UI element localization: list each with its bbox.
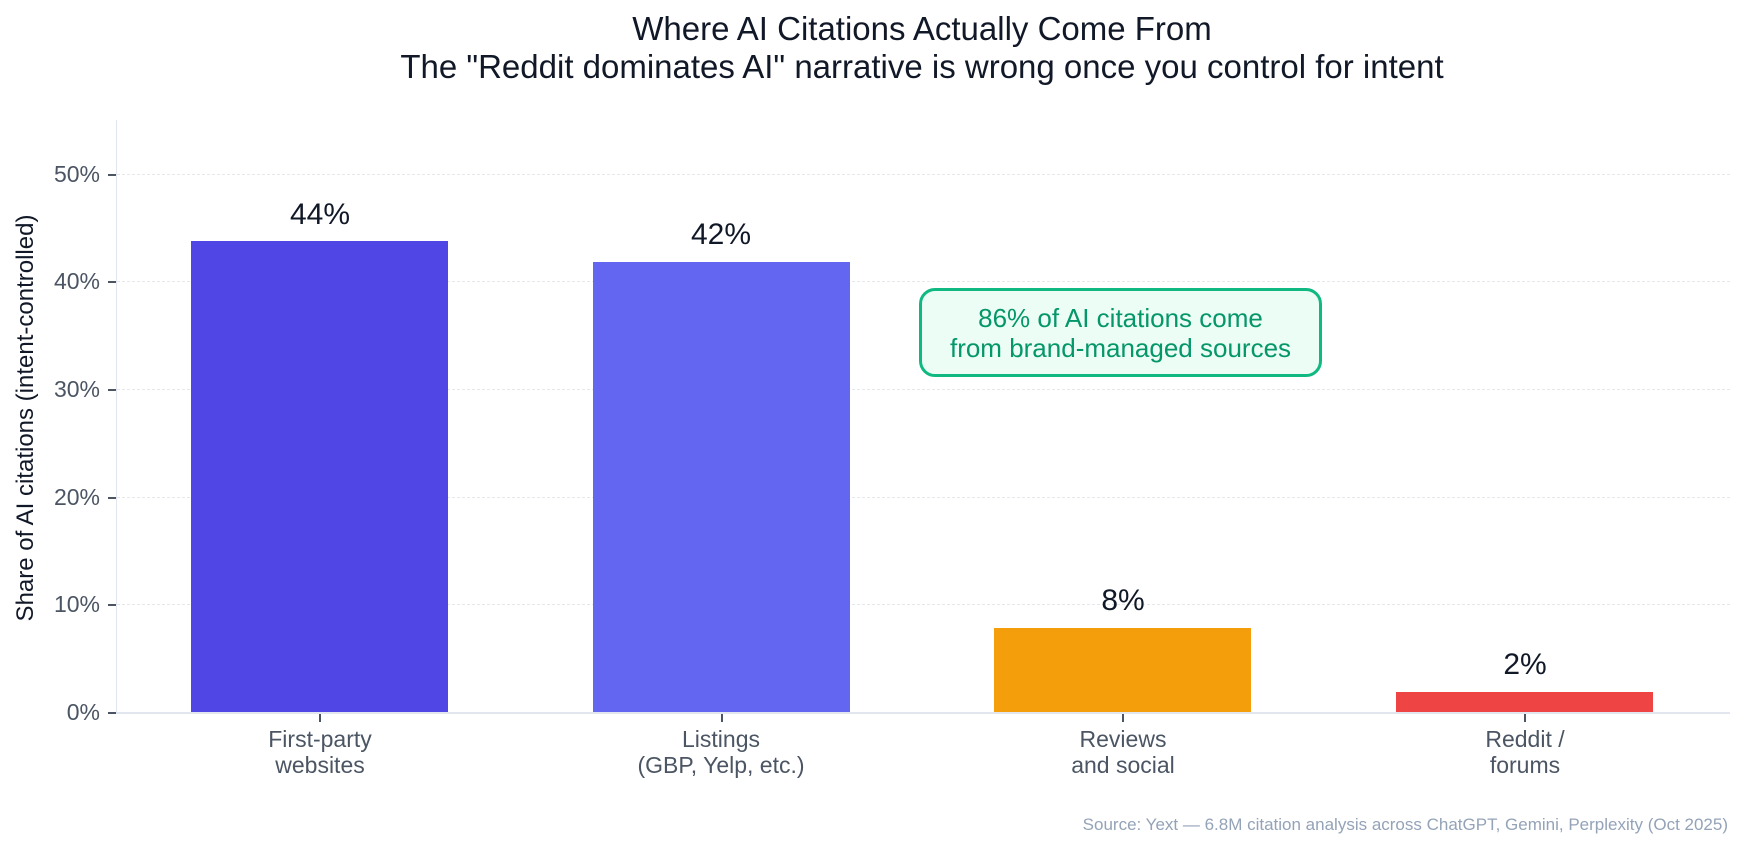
value-label-reviews: 8% [1101,584,1145,617]
source-note: Source: Yext — 6.8M citation analysis ac… [1082,815,1728,834]
y-tick-20 [108,497,116,499]
gridline-40 [117,281,1730,282]
annotation-line2: from brand-managed sources [949,332,1292,363]
y-tick-0 [108,712,116,714]
y-tick-label-10: 10% [53,591,100,617]
chart-title: Where AI Citations Actually Come From [632,10,1212,47]
y-tick-label-50: 50% [53,161,100,187]
y-tick-10 [108,604,116,606]
x-label-reddit: Reddit / forums [1375,726,1675,778]
chart-subtitle: The "Reddit dominates AI" narrative is w… [400,48,1444,85]
x-label-line2: and social [1071,752,1175,778]
y-tick-50 [108,174,116,176]
x-tick-reviews [1122,714,1124,722]
bar-listings [593,262,850,712]
x-label-line1: First-party [268,726,372,752]
x-axis-line [116,712,1730,714]
x-label-line2: websites [275,752,365,778]
bar-first-party-websites [191,241,448,712]
x-label-reviews: Reviews and social [973,726,1273,778]
y-axis-line [116,120,117,713]
y-tick-label-40: 40% [53,268,100,294]
y-tick-label-30: 30% [53,376,100,402]
x-label-line1: Listings [682,726,760,752]
bar-reviews-and-social [994,628,1251,712]
x-label-line2: (GBP, Yelp, etc.) [637,752,805,778]
value-label-reddit: 2% [1503,648,1547,681]
x-label-line2: forums [1489,752,1561,778]
y-tick-label-20: 20% [53,484,100,510]
annotation-callout: 86% of AI citations come from brand-mana… [919,288,1322,377]
annotation-line1: 86% of AI citations come [978,302,1263,333]
gridline-30 [117,389,1730,390]
value-label-listings: 42% [690,218,752,251]
x-label-line1: Reviews [1079,726,1167,752]
gridline-20 [117,497,1730,498]
x-tick-listings [721,714,723,722]
x-label-first-party: First-party websites [170,726,470,778]
gridline-50 [117,174,1730,175]
x-tick-reddit [1524,714,1526,722]
y-tick-40 [108,281,116,283]
y-tick-label-0: 0% [66,699,100,725]
bar-reddit-forums [1396,692,1653,712]
gridline-10 [117,604,1730,605]
y-tick-30 [108,389,116,391]
x-label-listings: Listings (GBP, Yelp, etc.) [571,726,871,778]
x-label-line1: Reddit / [1485,726,1565,752]
value-label-first-party: 44% [289,198,351,231]
x-tick-first-party [319,714,321,722]
